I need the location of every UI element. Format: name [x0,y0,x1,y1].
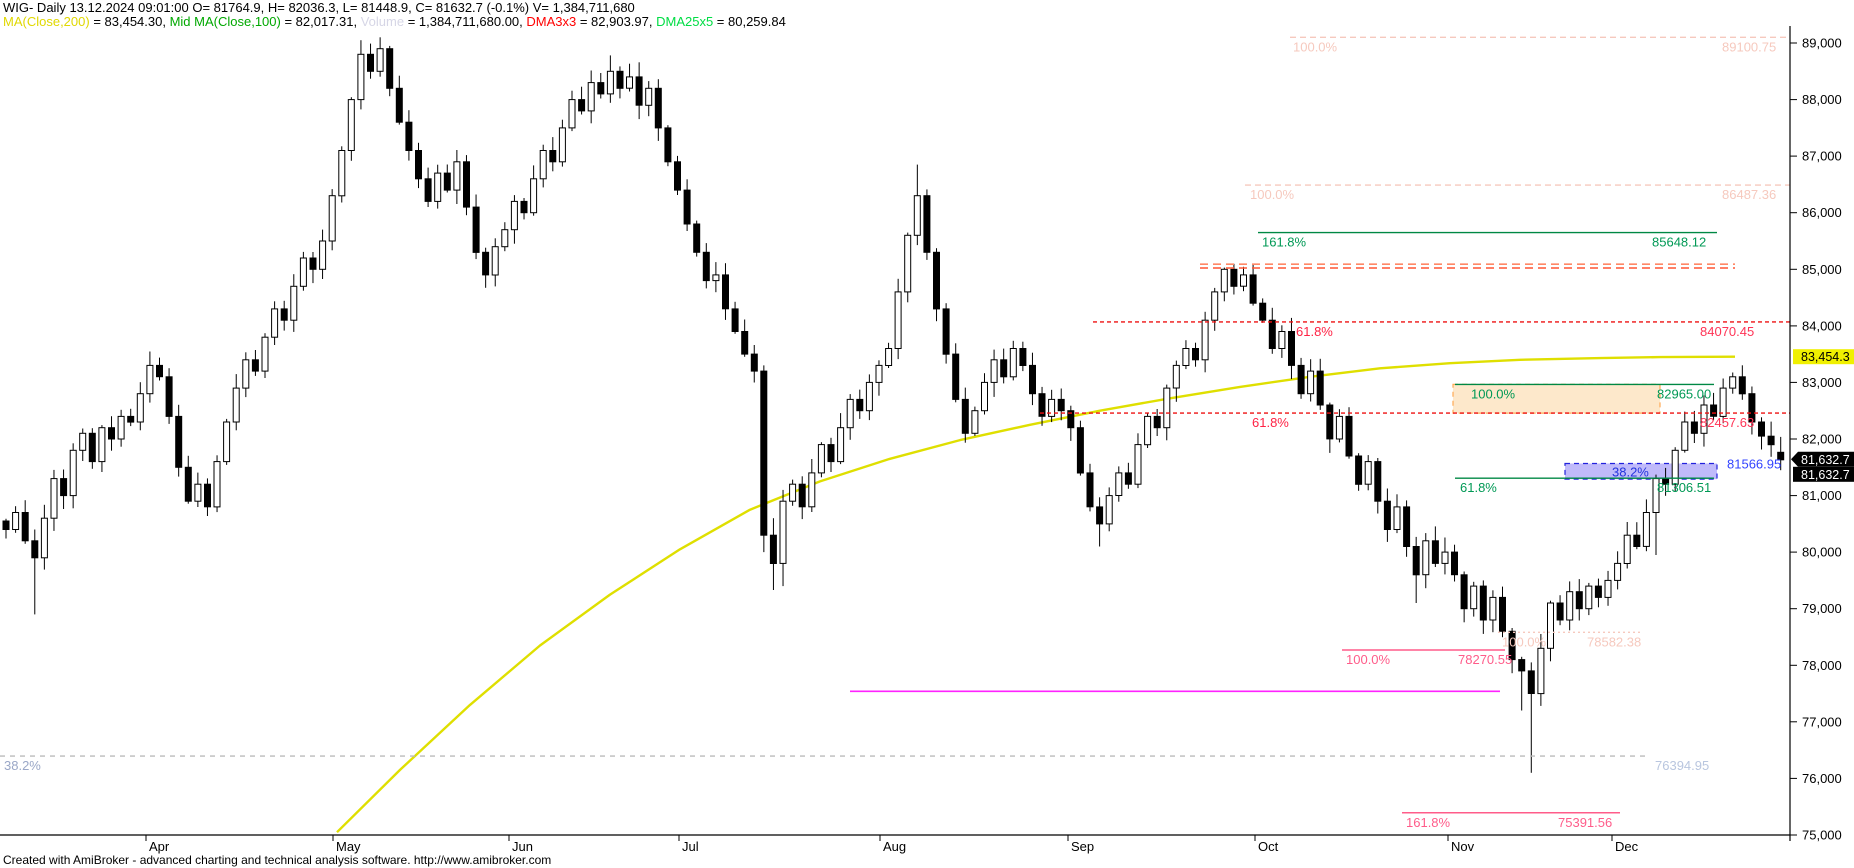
legend-segment-9: = 80,259.84 [713,14,786,29]
svg-text:76394.95: 76394.95 [1655,758,1709,773]
svg-text:84,000: 84,000 [1802,318,1842,333]
svg-text:82457.63: 82457.63 [1700,415,1754,430]
svg-text:85,000: 85,000 [1802,262,1842,277]
legend-segment-7: = 82,903.97, [576,14,657,29]
amibroker-link[interactable]: http://www.amibroker.com [413,853,552,867]
svg-text:76,000: 76,000 [1802,771,1842,786]
svg-text:38.2%: 38.2% [4,758,41,773]
svg-text:Nov: Nov [1451,839,1475,854]
price-axis: 75,000 76,000 77,000 78,000 79,000 80,000 81,0… [1789,26,1842,842]
svg-text:89,000: 89,000 [1802,36,1842,51]
legend-segment-3: = 82,017.31, [280,14,361,29]
svg-text:81,632.7: 81,632.7 [1801,453,1850,467]
svg-text:81306.51: 81306.51 [1657,480,1711,495]
svg-text:89100.75: 89100.75 [1722,39,1776,54]
svg-text:Aug: Aug [883,839,906,854]
legend-segment-4: Volume [360,14,405,29]
svg-text:78270.55: 78270.55 [1458,652,1512,667]
chart-title-indicators: MA(Close,200) = 83,454.30, Mid MA(Close,… [3,15,786,29]
svg-text:May: May [336,839,361,854]
svg-text:85648.12: 85648.12 [1652,235,1706,250]
svg-text:81,632.7: 81,632.7 [1801,468,1850,482]
candles-layer [2,37,1785,773]
legend-segment-6: DMA3x3 [526,14,577,29]
svg-text:Sep: Sep [1071,839,1094,854]
svg-text:83,000: 83,000 [1802,375,1842,390]
svg-text:38.2%: 38.2% [1612,464,1649,479]
svg-text:81566.95: 81566.95 [1727,456,1781,471]
legend-segment-2: Mid MA(Close,100) [169,14,281,29]
svg-text:81,000: 81,000 [1802,488,1842,503]
svg-text:77,000: 77,000 [1802,714,1842,729]
svg-text:75,000: 75,000 [1802,827,1842,842]
chart-title-ohlc: WIG- Daily 13.12.2024 09:01:00 O= 81764.… [3,0,635,15]
legend-segment-1: = 83,454.30, [89,14,170,29]
svg-text:79,000: 79,000 [1802,601,1842,616]
svg-text:86,000: 86,000 [1802,205,1842,220]
svg-text:86487.36: 86487.36 [1722,187,1776,202]
svg-text:161.8%: 161.8% [1406,815,1451,830]
svg-text:61.8%: 61.8% [1252,415,1289,430]
svg-text:100.0%: 100.0% [1250,187,1295,202]
svg-text:87,000: 87,000 [1802,149,1842,164]
svg-text:100.0%: 100.0% [1346,652,1391,667]
svg-text:88,000: 88,000 [1802,92,1842,107]
svg-text:83,454.3: 83,454.3 [1801,350,1850,364]
ma200-line [336,355,1736,834]
svg-text:61.8%: 61.8% [1460,480,1497,495]
legend-segment-5: = 1,384,711,680.00, [404,14,527,29]
svg-text:80,000: 80,000 [1802,545,1842,560]
svg-text:Dec: Dec [1615,839,1639,854]
svg-text:100.0%: 100.0% [1502,634,1547,649]
legend-segment-8: DMA25x5 [656,14,714,29]
retrace-band-blue [1564,462,1718,480]
svg-text:Jul: Jul [682,839,699,854]
svg-text:Jun: Jun [512,839,533,854]
last-price-tag-2 [1793,466,1854,482]
svg-text:82,000: 82,000 [1802,431,1842,446]
fib-bands-layer [1452,383,1718,480]
svg-text:Apr: Apr [149,839,170,854]
svg-text:84070.45: 84070.45 [1700,324,1754,339]
svg-text:78582.38: 78582.38 [1587,634,1641,649]
credit-footer: Created with AmiBroker - advanced charti… [3,853,551,867]
price-tags: 83,454.3 81,632.781,632.7 [1791,349,1854,482]
svg-text:Oct: Oct [1258,839,1279,854]
svg-text:82965.00: 82965.00 [1657,386,1711,401]
svg-text:78,000: 78,000 [1802,658,1842,673]
svg-text:61.8%: 61.8% [1296,324,1333,339]
ma200-tag [1793,349,1854,365]
last-price-tag [1791,451,1854,467]
svg-text:100.0%: 100.0% [1293,39,1338,54]
fib-lines-layer: 100.0% 89100.75 100.0% 86487.36 161.8% 85648.… [0,36,1790,830]
credit-text: Created with AmiBroker - advanced charti… [3,853,414,867]
svg-text:75391.56: 75391.56 [1558,815,1612,830]
svg-text:161.8%: 161.8% [1262,235,1307,250]
date-axis: Apr May Jun Jul Aug Sep Oct Nov Dec [0,834,1790,854]
legend-segment-0: MA(Close,200) [3,14,90,29]
svg-text:100.0%: 100.0% [1471,386,1516,401]
